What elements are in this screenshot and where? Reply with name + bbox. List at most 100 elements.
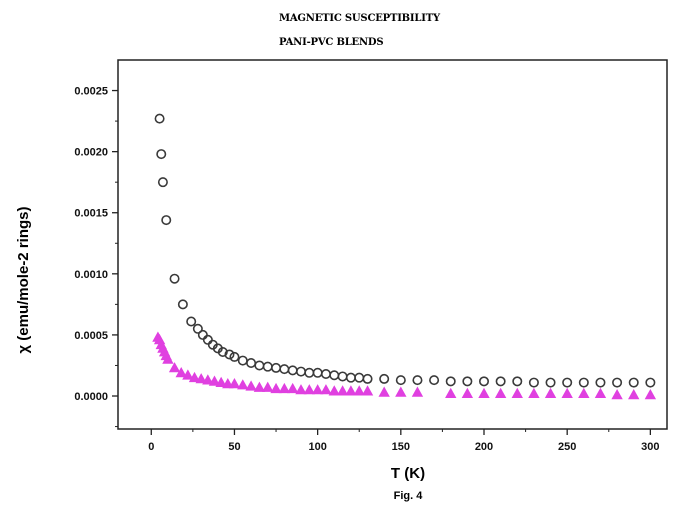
x-axis: 0 50 100 150 200 250 300 xyxy=(148,429,660,453)
data-point-triangle xyxy=(494,387,507,398)
data-point-circle xyxy=(154,113,165,124)
y-tick-label: 0.0025 xyxy=(74,86,108,98)
data-point-triangle xyxy=(303,384,315,395)
data-point-circle xyxy=(279,364,290,375)
data-point-circle xyxy=(157,177,168,188)
x-tick-label: 50 xyxy=(228,441,240,453)
data-point-triangle xyxy=(287,382,299,394)
x-tick-label: 200 xyxy=(475,441,493,453)
data-point-triangle xyxy=(361,385,374,396)
x-tick-label: 300 xyxy=(641,441,659,453)
data-point-circle xyxy=(562,377,573,388)
data-point-triangle xyxy=(295,384,307,395)
data-point-triangle xyxy=(262,381,274,392)
data-point-circle xyxy=(262,361,273,372)
data-point-triangle xyxy=(175,366,187,378)
data-point-circle xyxy=(445,376,456,387)
data-point-circle xyxy=(169,273,180,284)
data-point-circle xyxy=(237,355,248,366)
data-point-triangle xyxy=(578,387,590,398)
data-point-triangle xyxy=(395,386,407,397)
x-tick-label: 100 xyxy=(308,441,326,453)
data-point-triangle xyxy=(628,388,640,400)
series-1 xyxy=(154,113,656,388)
data-point-circle xyxy=(246,358,257,369)
y-tick-label: 0.0010 xyxy=(74,269,108,281)
data-point-circle xyxy=(202,334,213,345)
data-point-circle xyxy=(578,377,589,388)
y-axis: 0.0000 0.0005 0.0010 0.0015 0.0020 0.0025 xyxy=(74,86,118,428)
data-point-circle xyxy=(217,347,228,358)
data-point-circle xyxy=(478,376,489,387)
y-tick-label: 0.0000 xyxy=(74,391,108,403)
data-point-triangle xyxy=(511,387,523,398)
data-point-circle xyxy=(197,329,208,340)
data-point-triangle xyxy=(270,382,282,394)
data-point-circle xyxy=(337,371,348,382)
data-point-circle xyxy=(304,367,315,378)
data-point-circle xyxy=(495,376,506,387)
data-point-triangle xyxy=(320,384,332,395)
data-point-triangle xyxy=(208,375,221,386)
data-point-circle xyxy=(320,369,331,380)
data-point-circle xyxy=(429,375,440,386)
data-point-circle xyxy=(271,362,282,373)
data-point-circle xyxy=(312,367,323,378)
data-point-circle xyxy=(287,365,298,376)
data-point-circle xyxy=(395,375,406,386)
data-point-circle xyxy=(295,366,306,377)
data-point-triangle xyxy=(345,385,357,396)
data-series xyxy=(152,113,657,400)
data-point-triangle xyxy=(478,387,490,398)
data-point-triangle xyxy=(188,371,201,383)
data-point-circle xyxy=(354,372,365,383)
data-point-triangle xyxy=(561,387,573,398)
x-axis-title: T (K) xyxy=(391,465,425,482)
y-tick-label: 0.0020 xyxy=(74,147,108,159)
data-point-circle xyxy=(177,299,188,310)
data-point-triangle xyxy=(611,388,623,400)
chart-subtitle: PANI-PVC BLENDS xyxy=(279,37,383,48)
data-point-circle xyxy=(329,370,340,381)
data-point-circle xyxy=(628,377,639,388)
data-point-triangle xyxy=(378,386,390,397)
figure-caption: Fig. 4 xyxy=(394,490,424,502)
data-point-triangle xyxy=(594,387,607,398)
data-point-triangle xyxy=(411,386,424,397)
data-point-triangle xyxy=(544,387,557,398)
data-point-triangle xyxy=(195,373,207,384)
data-point-circle xyxy=(512,376,523,387)
data-point-triangle xyxy=(162,353,174,364)
data-point-circle xyxy=(224,349,235,360)
plot-frame xyxy=(117,59,668,430)
data-point-triangle xyxy=(336,385,349,396)
data-point-circle xyxy=(645,377,656,388)
y-axis-title: χ (emu/mole-2 rings) xyxy=(15,207,32,354)
data-point-triangle xyxy=(644,388,657,400)
data-point-triangle xyxy=(202,374,214,385)
data-point-circle xyxy=(595,377,606,388)
data-point-triangle xyxy=(328,385,340,396)
data-point-circle xyxy=(362,373,373,384)
data-point-triangle xyxy=(237,379,249,390)
y-tick-label: 0.0015 xyxy=(74,208,108,220)
data-point-triangle xyxy=(168,362,181,373)
data-point-circle xyxy=(156,149,167,160)
x-tick-label: 250 xyxy=(558,441,576,453)
y-tick-label: 0.0005 xyxy=(74,330,108,342)
data-point-circle xyxy=(412,375,423,386)
data-point-triangle xyxy=(528,387,540,398)
data-point-circle xyxy=(186,316,197,327)
data-point-triangle xyxy=(253,381,266,392)
data-point-triangle xyxy=(311,384,324,395)
x-tick-label: 0 xyxy=(148,441,154,453)
data-point-circle xyxy=(612,377,623,388)
data-point-triangle xyxy=(245,380,257,391)
data-point-triangle xyxy=(215,376,227,387)
data-point-triangle xyxy=(278,382,291,394)
data-point-circle xyxy=(462,376,473,387)
data-point-circle xyxy=(528,377,539,388)
data-point-triangle xyxy=(461,387,474,398)
data-point-circle xyxy=(345,372,356,383)
data-point-circle xyxy=(254,360,265,371)
